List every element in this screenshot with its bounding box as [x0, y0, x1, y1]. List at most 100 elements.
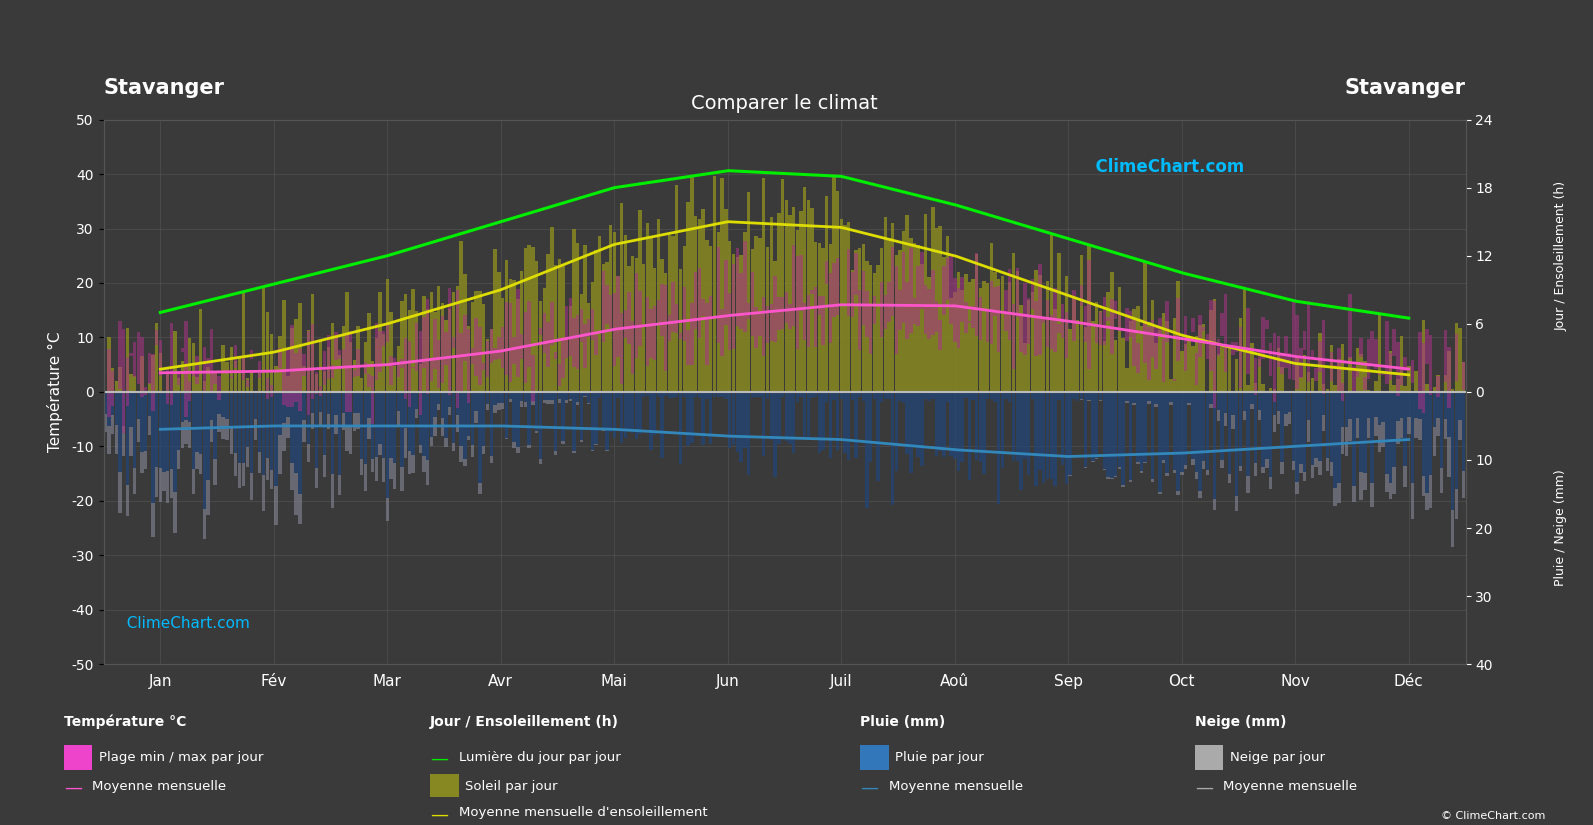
Bar: [1012, 252, 1015, 392]
Bar: [682, 246, 687, 392]
Bar: [1306, 392, 1311, 420]
Bar: [279, 347, 282, 368]
Bar: [143, 388, 148, 395]
Bar: [1106, 392, 1110, 478]
Bar: [129, 353, 132, 356]
Bar: [1239, 327, 1243, 388]
Bar: [854, 253, 857, 295]
Bar: [898, 250, 902, 392]
Bar: [736, 392, 739, 452]
Bar: [1223, 392, 1228, 412]
Bar: [335, 415, 338, 435]
Bar: [1337, 483, 1341, 502]
Bar: [932, 207, 935, 392]
Bar: [1246, 308, 1251, 375]
Bar: [357, 413, 360, 429]
Text: —: —: [64, 779, 81, 797]
Bar: [1276, 348, 1281, 392]
Bar: [898, 290, 902, 330]
Bar: [580, 309, 583, 342]
Bar: [876, 265, 879, 392]
Bar: [217, 376, 221, 400]
Bar: [386, 279, 389, 392]
Bar: [742, 241, 747, 332]
Bar: [261, 474, 266, 511]
Bar: [452, 292, 456, 392]
Bar: [631, 257, 634, 392]
Bar: [486, 404, 489, 410]
Bar: [1020, 305, 1023, 392]
Bar: [609, 225, 612, 392]
Bar: [352, 413, 357, 431]
Bar: [781, 179, 784, 392]
Bar: [393, 392, 397, 463]
Bar: [1364, 378, 1367, 390]
Bar: [664, 272, 667, 392]
Bar: [185, 420, 188, 444]
Bar: [1432, 387, 1437, 392]
Bar: [924, 214, 927, 392]
Bar: [1265, 392, 1268, 459]
Bar: [1118, 392, 1121, 467]
Bar: [382, 392, 386, 459]
Bar: [1161, 460, 1164, 463]
Bar: [558, 365, 561, 386]
Bar: [169, 469, 174, 497]
Bar: [524, 312, 527, 384]
Bar: [112, 415, 115, 434]
Bar: [1386, 392, 1389, 474]
Bar: [1198, 325, 1201, 392]
Bar: [1220, 313, 1223, 336]
Bar: [205, 480, 210, 515]
Bar: [758, 392, 761, 397]
Bar: [769, 217, 773, 392]
Bar: [1295, 315, 1298, 389]
Bar: [873, 273, 876, 392]
Bar: [1407, 417, 1410, 435]
Bar: [1220, 460, 1223, 468]
Bar: [747, 192, 750, 392]
Bar: [237, 356, 241, 392]
Bar: [213, 374, 217, 384]
Bar: [1356, 392, 1359, 417]
Bar: [140, 356, 143, 392]
Bar: [1141, 326, 1144, 392]
Bar: [1421, 342, 1426, 412]
Bar: [814, 243, 817, 392]
Bar: [467, 326, 470, 392]
Bar: [1254, 392, 1257, 463]
Bar: [319, 386, 322, 396]
Bar: [327, 413, 330, 429]
Bar: [1407, 392, 1410, 417]
Bar: [550, 400, 554, 404]
Bar: [1333, 365, 1337, 370]
Bar: [1058, 392, 1061, 399]
Bar: [140, 452, 143, 474]
Bar: [967, 281, 972, 392]
Bar: [444, 438, 448, 447]
Bar: [1004, 314, 1008, 392]
Bar: [1169, 402, 1172, 405]
Bar: [538, 460, 542, 464]
Bar: [530, 355, 535, 402]
Bar: [1303, 332, 1306, 351]
Bar: [1235, 392, 1238, 496]
Bar: [1008, 392, 1012, 402]
Bar: [706, 240, 709, 392]
Bar: [1166, 321, 1169, 392]
Bar: [1125, 309, 1128, 342]
Bar: [1155, 404, 1158, 407]
Bar: [494, 392, 497, 405]
Bar: [430, 360, 433, 381]
Bar: [1195, 353, 1198, 384]
Bar: [271, 470, 274, 488]
Bar: [921, 252, 924, 309]
Bar: [1150, 320, 1155, 357]
Bar: [1166, 301, 1169, 342]
Bar: [997, 392, 1000, 504]
Bar: [1192, 346, 1195, 392]
Bar: [916, 392, 919, 456]
Bar: [761, 392, 766, 456]
Bar: [1198, 392, 1201, 491]
Bar: [298, 392, 301, 494]
